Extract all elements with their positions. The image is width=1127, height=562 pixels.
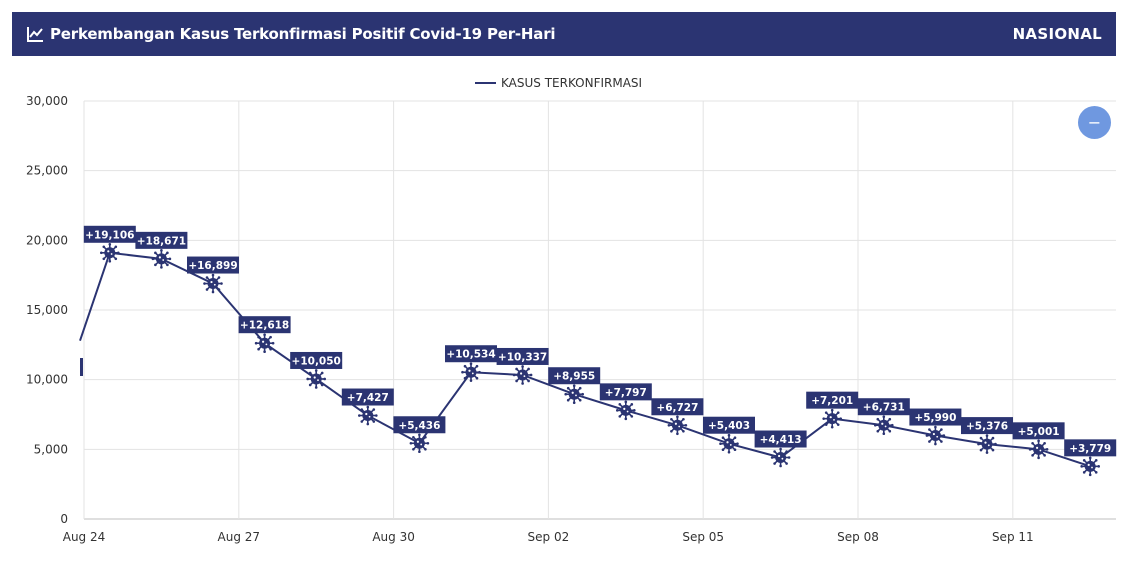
- data-point-virus-icon[interactable]: [1028, 439, 1049, 460]
- data-label: +10,534: [445, 345, 497, 363]
- data-label: +6,727: [651, 398, 704, 416]
- svg-text:+6,727: +6,727: [656, 402, 698, 414]
- data-point-virus-icon[interactable]: [616, 400, 636, 421]
- data-point-virus-icon[interactable]: [564, 384, 584, 405]
- svg-text:+6,731: +6,731: [863, 402, 905, 414]
- data-label: +4,413: [754, 430, 807, 448]
- scope-label: NASIONAL: [1012, 25, 1102, 43]
- svg-text:+7,797: +7,797: [605, 387, 647, 399]
- data-label: +19,106: [83, 225, 136, 243]
- legend-label[interactable]: KASUS TERKONFIRMASI: [501, 76, 642, 90]
- x-tick-label: Sep 11: [992, 530, 1034, 544]
- y-tick-label: 0: [60, 512, 68, 526]
- data-point-virus-icon[interactable]: [1080, 456, 1100, 477]
- data-point-virus-icon[interactable]: [512, 365, 533, 385]
- data-label: +5,403: [703, 416, 755, 434]
- svg-text:+7,427: +7,427: [347, 392, 389, 404]
- data-point-virus-icon[interactable]: [203, 273, 223, 294]
- chart-header: Perkembangan Kasus Terkonfirmasi Positif…: [12, 12, 1116, 56]
- svg-text:+8,955: +8,955: [553, 371, 595, 383]
- svg-text:+3,779: +3,779: [1069, 443, 1111, 455]
- data-label: +7,201: [806, 391, 859, 409]
- data-label: +7,427: [341, 388, 394, 406]
- x-tick-label: Sep 05: [682, 530, 724, 544]
- data-point-virus-icon[interactable]: [822, 408, 842, 429]
- data-point-virus-icon[interactable]: [306, 369, 326, 389]
- chart-title: Perkembangan Kasus Terkonfirmasi Positif…: [50, 25, 556, 43]
- y-tick-label: 20,000: [26, 233, 68, 247]
- data-label: +3,779: [1064, 439, 1117, 457]
- x-tick-label: Aug 30: [372, 530, 415, 544]
- data-label: +18,671: [135, 231, 188, 249]
- svg-text:+10,050: +10,050: [292, 355, 341, 367]
- data-point-virus-icon[interactable]: [770, 447, 791, 468]
- data-point-virus-icon[interactable]: [461, 362, 481, 383]
- data-label: +12,618: [238, 316, 291, 334]
- y-tick-label: 15,000: [26, 303, 68, 317]
- data-label: +16,899: [187, 256, 239, 274]
- data-label: +5,001: [1012, 422, 1065, 440]
- data-point-virus-icon[interactable]: [925, 425, 946, 446]
- data-label: +8,955: [548, 367, 601, 385]
- x-tick-label: Aug 24: [63, 530, 106, 544]
- x-tick-label: Aug 27: [218, 530, 261, 544]
- y-tick-label: 25,000: [26, 164, 68, 178]
- zoom-out-button[interactable]: −: [1078, 106, 1111, 139]
- data-label: +7,797: [599, 383, 652, 401]
- svg-text:+5,001: +5,001: [1018, 426, 1060, 438]
- data-point-virus-icon[interactable]: [358, 405, 378, 426]
- data-label: +6,731: [857, 398, 910, 416]
- x-tick-label: Sep 02: [528, 530, 570, 544]
- data-label: +10,337: [496, 347, 549, 365]
- data-point-virus-icon[interactable]: [254, 333, 275, 353]
- zoom-range-handle[interactable]: [80, 358, 83, 376]
- data-point-virus-icon[interactable]: [977, 434, 997, 454]
- data-label: +5,376: [961, 417, 1013, 435]
- y-tick-label: 30,000: [26, 94, 68, 108]
- svg-text:+5,403: +5,403: [708, 420, 750, 432]
- data-point-virus-icon[interactable]: [719, 433, 739, 454]
- x-tick-label: Sep 08: [837, 530, 879, 544]
- svg-text:+16,899: +16,899: [188, 260, 237, 272]
- svg-text:+12,618: +12,618: [240, 320, 289, 332]
- svg-text:+7,201: +7,201: [811, 395, 853, 407]
- line-chart-icon: [27, 27, 43, 42]
- svg-text:+5,436: +5,436: [398, 420, 440, 432]
- data-point-virus-icon[interactable]: [151, 249, 172, 269]
- svg-text:+18,671: +18,671: [137, 235, 186, 247]
- data-label: +5,436: [393, 416, 446, 434]
- svg-text:+4,413: +4,413: [760, 434, 802, 446]
- svg-text:+10,337: +10,337: [498, 351, 547, 363]
- data-label: +10,050: [290, 351, 343, 369]
- data-label: +5,990: [909, 408, 962, 426]
- y-tick-label: 5,000: [34, 442, 68, 456]
- svg-text:+5,990: +5,990: [914, 412, 956, 424]
- data-point-virus-icon[interactable]: [874, 415, 894, 436]
- y-tick-label: 10,000: [26, 373, 68, 387]
- svg-text:+5,376: +5,376: [966, 421, 1008, 433]
- svg-text:+19,106: +19,106: [85, 229, 134, 241]
- svg-text:+10,534: +10,534: [446, 349, 495, 361]
- data-point-virus-icon[interactable]: [100, 242, 120, 263]
- data-point-virus-icon[interactable]: [409, 433, 430, 454]
- data-point-virus-icon[interactable]: [667, 415, 688, 436]
